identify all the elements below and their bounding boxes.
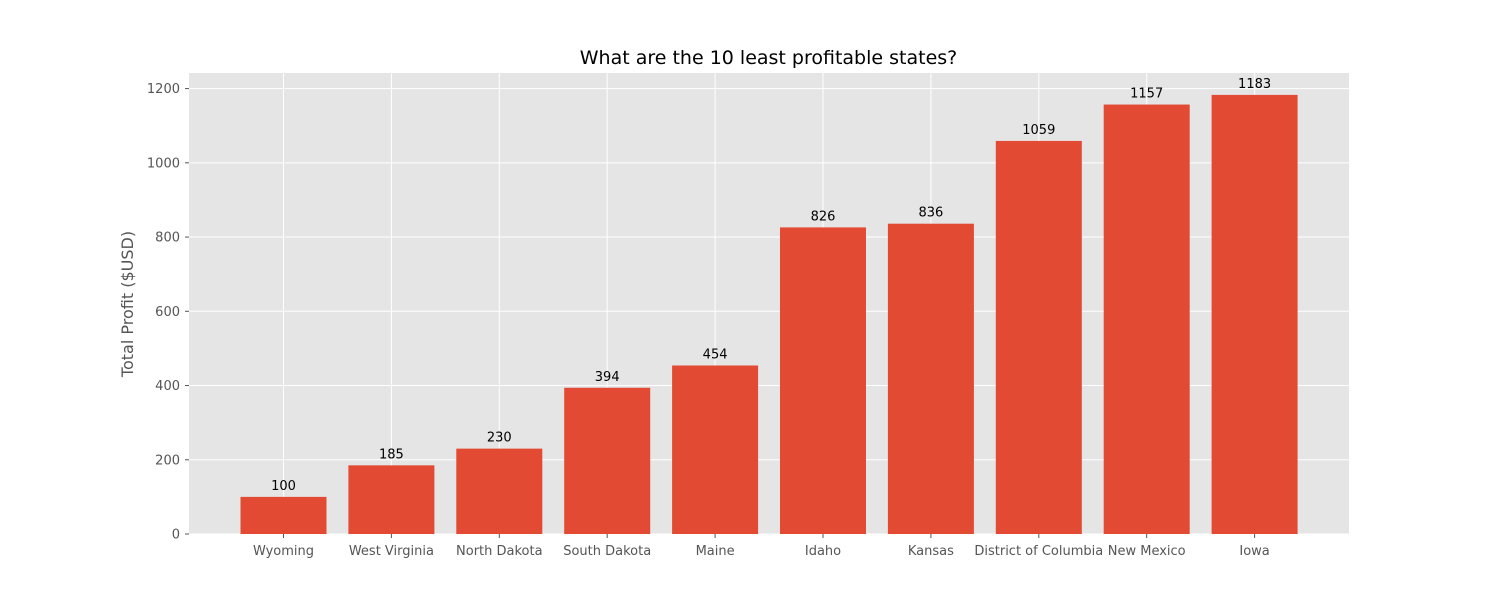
y-tick-label: 400: [155, 379, 180, 394]
bars: [240, 94, 1298, 535]
bar: [780, 227, 866, 535]
chart-title: What are the 10 least profitable states?: [580, 47, 958, 69]
y-axis-ticks: 0 200 400 600 800 1000 1200: [147, 82, 189, 543]
bar: [348, 465, 435, 534]
bar: [887, 223, 974, 534]
x-tick-label: New Mexico: [1108, 544, 1186, 559]
bar-value-label: 454: [703, 347, 728, 362]
bar: [456, 448, 543, 534]
y-tick-label: 1200: [147, 82, 180, 97]
x-tick-label: West Virginia: [349, 544, 434, 559]
bar-value-label: 1183: [1238, 77, 1271, 92]
bar: [1211, 94, 1298, 534]
x-tick-label: Kansas: [908, 544, 954, 559]
x-axis-ticks: Wyoming West Virginia North Dakota South Da…: [253, 534, 1270, 559]
y-tick-label: 0: [172, 528, 180, 543]
bar: [672, 365, 759, 534]
bar-value-label: 1059: [1022, 123, 1055, 138]
bar: [564, 387, 651, 534]
x-tick-label: District of Columbia: [974, 544, 1103, 559]
x-tick-label: Iowa: [1239, 544, 1269, 559]
bar-value-label: 230: [487, 431, 512, 446]
x-tick-label: North Dakota: [456, 544, 543, 559]
bar-value-label: 836: [918, 206, 943, 221]
bar: [995, 140, 1082, 535]
x-tick-label: South Dakota: [563, 544, 651, 559]
y-tick-label: 200: [155, 453, 180, 468]
bar-value-label: 100: [271, 479, 296, 494]
bar-value-label: 394: [595, 370, 620, 385]
y-tick-label: 600: [155, 305, 180, 320]
bar-value-label: 185: [379, 447, 404, 462]
y-tick-label: 1000: [147, 156, 180, 171]
x-tick-label: Idaho: [805, 544, 841, 559]
y-tick-label: 800: [155, 231, 180, 246]
bar: [240, 496, 327, 534]
bar: [1103, 104, 1190, 534]
x-tick-label: Wyoming: [253, 544, 314, 559]
data-labels: 100 185 230 394 454 826 836 1059 1157 1183: [271, 77, 1271, 494]
bar-value-label: 826: [811, 209, 836, 224]
bar-value-label: 1157: [1130, 87, 1163, 102]
x-tick-label: Maine: [696, 544, 735, 559]
y-axis-title: Total Profit ($USD): [118, 231, 137, 378]
